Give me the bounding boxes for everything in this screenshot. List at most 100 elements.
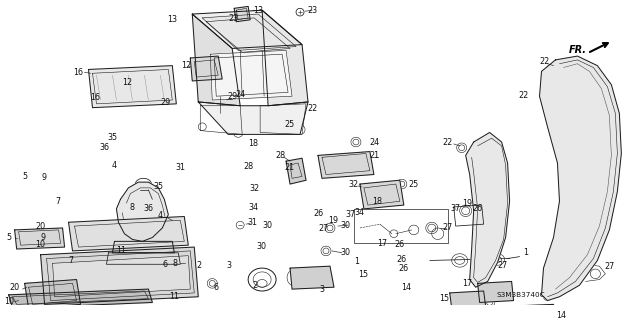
Text: 28: 28 xyxy=(275,151,285,160)
Polygon shape xyxy=(192,10,302,48)
Text: 4: 4 xyxy=(158,211,163,220)
Text: 6: 6 xyxy=(214,283,219,292)
Text: 22: 22 xyxy=(518,91,528,100)
Polygon shape xyxy=(40,247,198,304)
Text: 10: 10 xyxy=(35,240,45,249)
Text: 22: 22 xyxy=(443,137,453,146)
Text: 30: 30 xyxy=(256,242,266,251)
Text: 26: 26 xyxy=(472,204,483,213)
Text: 27: 27 xyxy=(604,262,614,271)
Text: 5: 5 xyxy=(6,233,12,242)
Text: 24: 24 xyxy=(370,137,380,146)
Polygon shape xyxy=(190,56,222,81)
Text: 34: 34 xyxy=(248,203,258,212)
Text: 1: 1 xyxy=(523,248,528,257)
Text: S3M3B3740C: S3M3B3740C xyxy=(497,292,545,298)
Text: 11: 11 xyxy=(170,292,179,301)
Polygon shape xyxy=(52,256,190,297)
Text: 5: 5 xyxy=(22,172,28,181)
Text: 36: 36 xyxy=(143,204,154,213)
Polygon shape xyxy=(88,66,176,108)
Text: 13: 13 xyxy=(253,6,263,15)
Text: 35: 35 xyxy=(108,133,118,142)
Text: 14: 14 xyxy=(556,311,566,319)
Text: 36: 36 xyxy=(99,143,109,152)
Polygon shape xyxy=(234,6,250,22)
Text: 30: 30 xyxy=(262,221,273,230)
Polygon shape xyxy=(360,180,404,209)
Polygon shape xyxy=(210,50,292,100)
Text: 28: 28 xyxy=(243,162,253,171)
Polygon shape xyxy=(15,228,65,249)
Text: 26: 26 xyxy=(395,240,405,249)
Polygon shape xyxy=(68,217,188,251)
Polygon shape xyxy=(458,304,557,319)
Polygon shape xyxy=(477,281,513,302)
Text: 18: 18 xyxy=(248,139,258,148)
Text: 22: 22 xyxy=(307,104,317,113)
Polygon shape xyxy=(466,132,509,287)
Polygon shape xyxy=(202,14,296,50)
Text: 8: 8 xyxy=(129,203,134,212)
Text: 17: 17 xyxy=(463,279,473,288)
Text: 30: 30 xyxy=(340,248,350,257)
Text: 15: 15 xyxy=(438,294,449,303)
Text: 19: 19 xyxy=(328,216,338,225)
Text: FR.: FR. xyxy=(568,45,586,56)
Text: 19: 19 xyxy=(463,199,473,208)
Text: 8: 8 xyxy=(173,259,178,268)
Text: 23: 23 xyxy=(228,14,239,23)
Text: 30: 30 xyxy=(340,221,350,230)
Text: 31: 31 xyxy=(247,218,257,227)
Text: 29: 29 xyxy=(227,92,237,101)
Text: 3: 3 xyxy=(227,261,232,270)
Text: 2: 2 xyxy=(196,261,201,270)
Text: 22: 22 xyxy=(540,57,550,66)
Text: 7: 7 xyxy=(56,197,61,206)
Polygon shape xyxy=(116,182,168,241)
Text: 9: 9 xyxy=(42,174,47,182)
Polygon shape xyxy=(318,152,374,178)
Polygon shape xyxy=(25,279,81,308)
Polygon shape xyxy=(290,266,334,289)
Text: 26: 26 xyxy=(397,255,407,263)
Text: 3: 3 xyxy=(319,285,324,293)
Polygon shape xyxy=(113,241,174,253)
Text: 37: 37 xyxy=(346,210,356,219)
Text: 16: 16 xyxy=(74,68,84,77)
Text: 12: 12 xyxy=(181,61,191,70)
Text: 6: 6 xyxy=(163,260,168,269)
Text: 7: 7 xyxy=(68,256,73,265)
Text: 34: 34 xyxy=(355,208,365,217)
Text: 32: 32 xyxy=(250,184,260,193)
Text: 21: 21 xyxy=(284,163,294,172)
Text: 27: 27 xyxy=(443,224,453,233)
Text: 27: 27 xyxy=(318,224,328,233)
Text: 26: 26 xyxy=(398,264,408,273)
Polygon shape xyxy=(9,289,152,308)
Polygon shape xyxy=(450,291,486,308)
Polygon shape xyxy=(540,56,621,300)
Text: 25: 25 xyxy=(409,180,419,189)
Polygon shape xyxy=(192,14,240,106)
Text: 18: 18 xyxy=(372,197,382,206)
Polygon shape xyxy=(286,158,306,184)
Text: 15: 15 xyxy=(358,271,369,279)
Text: 20: 20 xyxy=(35,222,45,231)
Text: 1: 1 xyxy=(355,257,360,266)
Text: 35: 35 xyxy=(154,182,163,191)
Text: 4: 4 xyxy=(112,161,117,170)
Text: 17: 17 xyxy=(378,239,388,248)
Text: 13: 13 xyxy=(167,15,177,24)
Text: 24: 24 xyxy=(235,90,245,99)
Text: 21: 21 xyxy=(370,151,380,160)
Text: 9: 9 xyxy=(40,233,45,242)
Polygon shape xyxy=(198,102,308,134)
Text: 10: 10 xyxy=(4,297,13,306)
Text: 27: 27 xyxy=(497,261,507,270)
Text: 37: 37 xyxy=(451,204,461,213)
Text: 32: 32 xyxy=(349,180,359,189)
Text: 29: 29 xyxy=(161,98,171,107)
Text: 2: 2 xyxy=(253,281,258,290)
Text: 20: 20 xyxy=(10,283,20,292)
